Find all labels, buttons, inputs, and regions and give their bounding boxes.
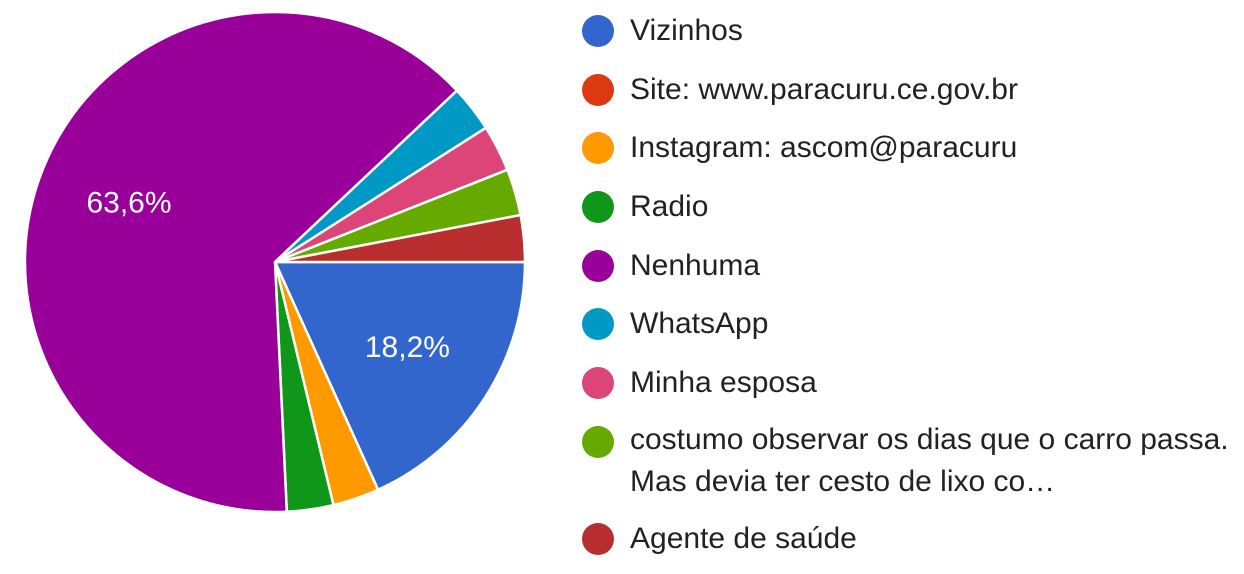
legend-swatch	[582, 522, 614, 555]
legend-label: Agente de saúde	[630, 521, 857, 555]
legend-label: Instagram: ascom@paracuru	[630, 131, 1018, 165]
legend-swatch	[582, 308, 614, 341]
pie-chart: 18,2% 63,6%	[23, 10, 527, 514]
pie-chart-area: 18,2% 63,6%	[0, 0, 560, 544]
legend-swatch	[582, 249, 614, 282]
legend-swatch	[582, 15, 614, 47]
legend-label: Site: www.paracuru.ce.gov.br	[630, 72, 1018, 106]
legend-item[interactable]: Instagram: ascom@paracuru	[582, 125, 1232, 171]
legend-label: Nenhuma	[630, 248, 761, 282]
legend: Vizinhos Site: www.paracuru.ce.gov.br Inst…	[582, 8, 1232, 574]
slice-label-0: 18,2%	[365, 331, 450, 364]
legend-item[interactable]: Vizinhos	[582, 8, 1232, 54]
legend-swatch	[582, 367, 614, 400]
legend-item[interactable]: Radio	[582, 184, 1232, 230]
slice-label-4: 63,6%	[86, 187, 171, 220]
legend-label: Minha esposa	[630, 366, 817, 400]
legend-item[interactable]: Agente de saúde	[582, 516, 1232, 562]
legend-label: costumo observar os dias que o carro pas…	[630, 422, 1229, 498]
legend-label: Vizinhos	[630, 14, 743, 47]
legend-swatch	[582, 73, 614, 106]
legend-item[interactable]: WhatsApp	[582, 301, 1232, 347]
legend-label: WhatsApp	[630, 307, 769, 341]
legend-label: Radio	[630, 190, 709, 224]
legend-swatch	[582, 132, 614, 165]
legend-swatch	[582, 425, 614, 458]
legend-item[interactable]: costumo observar os dias que o carro pas…	[582, 419, 1232, 503]
legend-item[interactable]: Site: www.paracuru.ce.gov.br	[582, 67, 1232, 113]
pie-slice-4[interactable]	[23, 10, 459, 514]
pie-slice-8[interactable]	[274, 213, 527, 264]
legend-item[interactable]: Nenhuma	[582, 243, 1232, 289]
legend-item[interactable]: Minha esposa	[582, 360, 1232, 406]
pie-slice-0[interactable]	[273, 260, 527, 492]
legend-swatch	[582, 191, 614, 224]
